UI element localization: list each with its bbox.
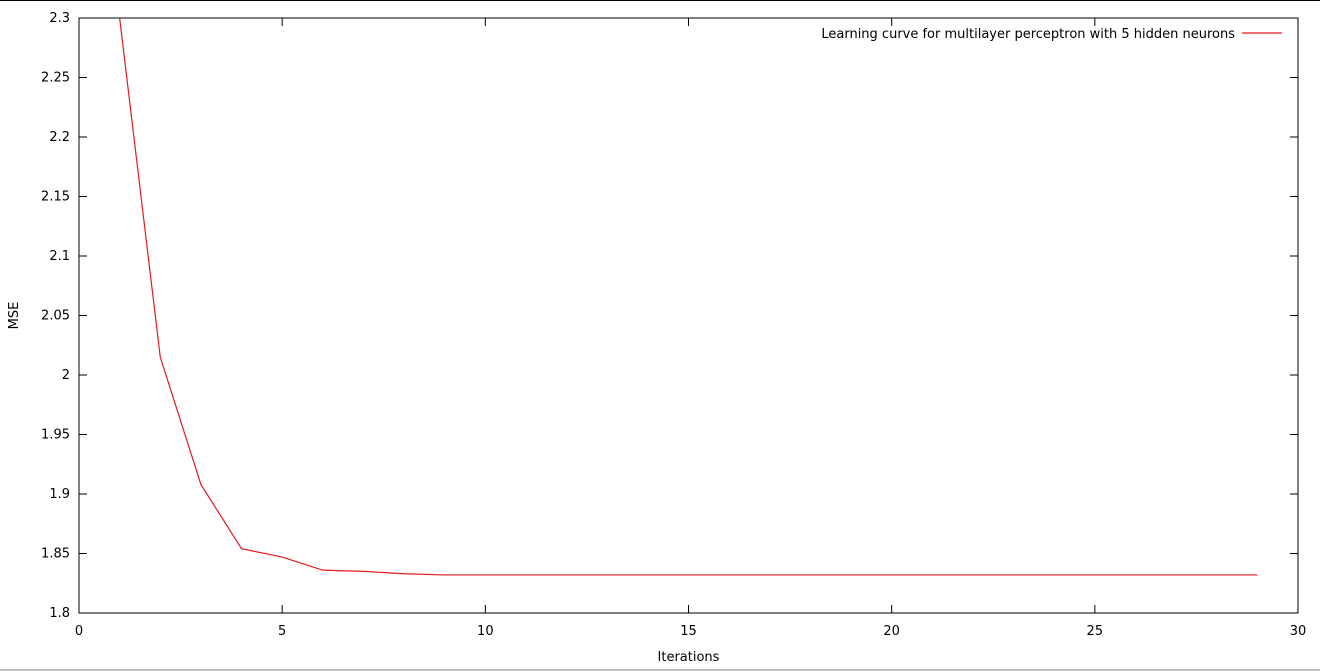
legend: Learning curve for multilayer perceptron… bbox=[821, 27, 1282, 42]
plot-frame bbox=[0, 0, 1320, 614]
y-tick-label: 1.85 bbox=[41, 547, 70, 562]
y-tick-label: 1.9 bbox=[49, 487, 70, 502]
y-tick-label: 2.05 bbox=[41, 309, 70, 324]
x-axis-label: Iterations bbox=[658, 650, 720, 665]
y-tick-label: 2.1 bbox=[49, 249, 70, 264]
y-tick-label: 1.95 bbox=[41, 428, 70, 443]
x-tick-label: 5 bbox=[278, 624, 286, 639]
y-tick-label: 2.2 bbox=[49, 130, 70, 145]
y-tick-label: 2.25 bbox=[41, 71, 70, 86]
y-tick-label: 2.3 bbox=[49, 11, 70, 26]
x-tick-label: 30 bbox=[1290, 624, 1307, 639]
x-tick-label: 25 bbox=[1087, 624, 1104, 639]
x-tick-label: 15 bbox=[680, 624, 697, 639]
x-axis-ticks: 0 5 10 15 20 25 30 bbox=[75, 18, 1306, 639]
y-tick-label: 2 bbox=[62, 368, 70, 383]
x-tick-label: 0 bbox=[75, 624, 83, 639]
series-line bbox=[119, 17, 1258, 576]
x-tick-label: 20 bbox=[883, 624, 900, 639]
y-tick-label: 1.8 bbox=[49, 606, 70, 621]
plot-border bbox=[78, 17, 1299, 614]
x-tick-label: 10 bbox=[477, 624, 494, 639]
y-tick-label: 2.15 bbox=[41, 190, 70, 205]
legend-entry-label: Learning curve for multilayer perceptron… bbox=[821, 27, 1235, 42]
y-axis-ticks: 1.8 1.85 1.9 1.95 2 2.05 2.1 2.15 2.2 2.25 2.3 bbox=[41, 11, 1298, 621]
y-axis-label: MSE bbox=[7, 302, 22, 330]
series-layer bbox=[119, 17, 1258, 576]
